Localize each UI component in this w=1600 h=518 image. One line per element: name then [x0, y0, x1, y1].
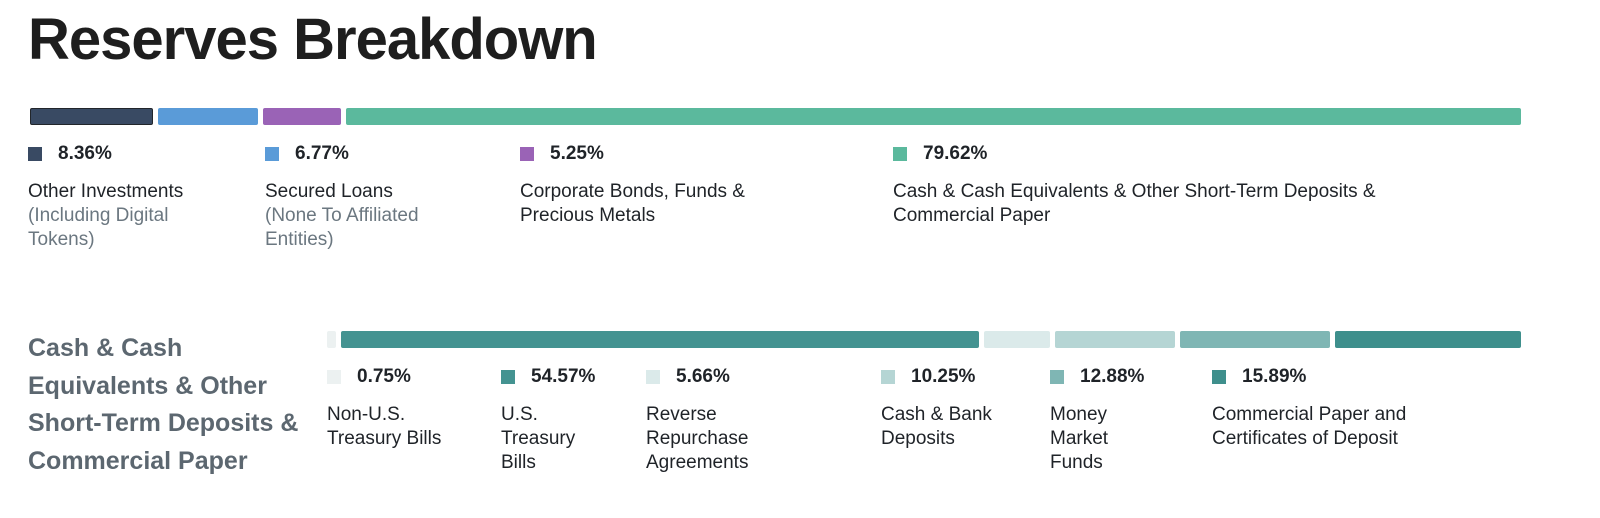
reserves-bar-segment-3: [345, 108, 1521, 125]
legend-label: Cash & Cash Equivalents & Other Short-Te…: [893, 181, 1376, 226]
reserves-bar-segment-2: [263, 108, 341, 125]
legend-item-us-treasury-bills: 54.57% U.S. Treasury Bills: [501, 365, 621, 475]
legend-percent: 0.75%: [357, 366, 411, 387]
legend-swatch: [28, 147, 42, 161]
legend-label: Reverse Repurchase Agreements: [646, 404, 749, 473]
legend-percent: 79.62%: [923, 143, 988, 164]
reserves-bar-segment-0: [30, 108, 154, 125]
legend-label: Non-U.S. Treasury Bills: [327, 404, 442, 449]
legend-swatch: [501, 370, 515, 384]
legend-percent: 8.36%: [58, 143, 112, 164]
legend-swatch: [1212, 370, 1226, 384]
legend-item-commercial-paper: 15.89% Commercial Paper and Certificates…: [1212, 365, 1512, 451]
cash-bar-segment-5: [1335, 331, 1521, 348]
legend-percent: 5.66%: [676, 366, 730, 387]
cash-equivalents-section-title: Cash & Cash Equivalents & Other Short-Te…: [28, 334, 299, 475]
legend-label: Money Market Funds: [1050, 404, 1109, 473]
legend-label: Secured Loans: [265, 181, 393, 202]
legend-item-secured-loans: 6.77% Secured Loans (None To Affiliated …: [265, 142, 465, 252]
legend-swatch: [520, 147, 534, 161]
cash-bar-segment-3: [1054, 331, 1175, 348]
legend-percent: 6.77%: [295, 143, 349, 164]
legend-label: U.S. Treasury Bills: [501, 404, 576, 473]
legend-label: Other Investments: [28, 181, 184, 202]
cash-bar-segment-2: [983, 331, 1050, 348]
reserves-stacked-bar: [30, 108, 1521, 125]
legend-item-non-us-treasury-bills: 0.75% Non-U.S. Treasury Bills: [327, 365, 477, 451]
legend-sublabel: (Including Digital Tokens): [28, 205, 169, 250]
legend-item-reverse-repurchase: 5.66% Reverse Repurchase Agreements: [646, 365, 796, 475]
legend-sublabel: (None To Affiliated Entities): [265, 205, 419, 250]
legend-swatch: [893, 147, 907, 161]
legend-label: Corporate Bonds, Funds & Precious Metals: [520, 181, 745, 226]
legend-swatch: [327, 370, 341, 384]
legend-percent: 54.57%: [531, 366, 596, 387]
legend-item-corporate-bonds: 5.25% Corporate Bonds, Funds & Precious …: [520, 142, 800, 228]
legend-swatch: [646, 370, 660, 384]
legend-percent: 5.25%: [550, 143, 604, 164]
legend-item-cash-equivalents: 79.62% Cash & Cash Equivalents & Other S…: [893, 142, 1473, 228]
legend-swatch: [265, 147, 279, 161]
page-title: Reserves Breakdown: [28, 7, 598, 72]
cash-bar-segment-1: [340, 331, 979, 348]
legend-swatch: [1050, 370, 1064, 384]
cash-equivalents-stacked-bar: [327, 331, 1521, 348]
legend-label: Commercial Paper and Certificates of Dep…: [1212, 404, 1407, 449]
cash-bar-segment-0: [327, 331, 336, 348]
reserves-bar-segment-1: [158, 108, 259, 125]
legend-percent: 10.25%: [911, 366, 976, 387]
legend-percent: 15.89%: [1242, 366, 1307, 387]
legend-label: Cash & Bank Deposits: [881, 404, 992, 449]
legend-percent: 12.88%: [1080, 366, 1145, 387]
cash-bar-segment-4: [1179, 331, 1331, 348]
legend-item-cash-bank-deposits: 10.25% Cash & Bank Deposits: [881, 365, 1031, 451]
legend-swatch: [881, 370, 895, 384]
legend-item-other-investments: 8.36% Other Investments (Including Digit…: [28, 142, 228, 252]
legend-item-money-market-funds: 12.88% Money Market Funds: [1050, 365, 1190, 475]
